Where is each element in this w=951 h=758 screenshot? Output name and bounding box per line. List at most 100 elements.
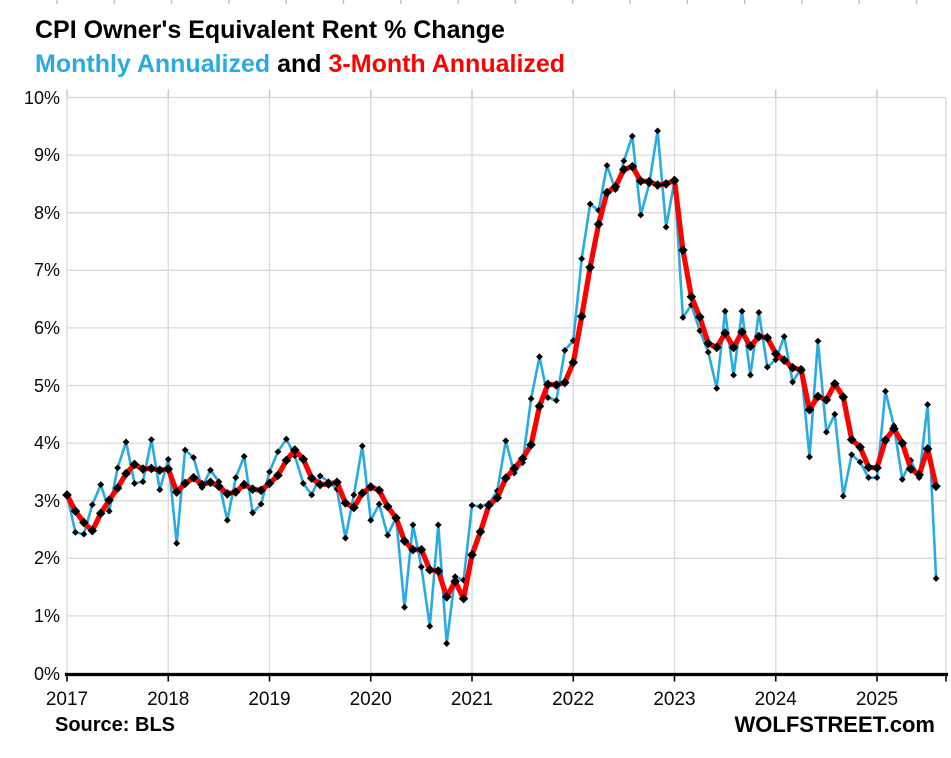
series-3-month-annualized-marker xyxy=(365,482,376,492)
series-3-month-annualized-marker xyxy=(813,391,823,402)
series-3-month-annualized-marker xyxy=(846,434,857,445)
series-3-month-annualized-marker xyxy=(787,362,798,373)
series-3-month-annualized-marker xyxy=(239,479,249,490)
series-monthly-annualized-marker xyxy=(865,474,872,482)
series-monthly-annualized-marker xyxy=(131,480,138,487)
series-monthly-annualized-marker xyxy=(586,200,594,208)
series-3-month-annualized-marker xyxy=(543,379,553,390)
series-monthly-annualized-marker xyxy=(654,127,662,135)
x-tick-label: 2024 xyxy=(754,689,797,710)
series-3-month-annualized-marker xyxy=(779,355,789,365)
wolfstreet-logo-text: WOLFSTREET.com xyxy=(734,712,935,737)
x-tick-label: 2021 xyxy=(450,689,494,710)
series-monthly-annualized-marker xyxy=(536,353,543,361)
series-monthly-annualized-marker xyxy=(578,255,586,263)
series-monthly-annualized-marker xyxy=(662,223,670,231)
series-3-month-annualized-marker xyxy=(70,506,81,516)
x-tick-label: 2019 xyxy=(248,689,291,710)
series-3-month-annualized-marker xyxy=(855,442,865,452)
y-tick-label: 2% xyxy=(33,548,60,569)
series-3-month-annualized-marker xyxy=(686,291,697,302)
series-3-month-annualized-marker xyxy=(281,455,292,466)
series-3-month-annualized-marker xyxy=(661,179,671,189)
series-3-month-annualized-marker xyxy=(264,478,275,489)
series-3-month-annualized-marker xyxy=(205,477,216,488)
series-3-month-annualized-marker xyxy=(273,470,283,481)
series-3-month-annualized-marker xyxy=(104,495,114,505)
series-3-month-annualized-marker xyxy=(695,312,705,322)
series-monthly-annualized-marker xyxy=(266,468,273,476)
series-3-month-annualized-marker xyxy=(315,479,325,490)
series-3-month-annualized-marker xyxy=(534,401,545,412)
y-tick-label: 8% xyxy=(33,202,60,223)
series-monthly-annualized-marker xyxy=(114,464,122,472)
series-monthly-annualized-marker xyxy=(755,308,763,316)
series-monthly-annualized-marker xyxy=(907,456,915,464)
series-monthly-annualized-marker xyxy=(822,428,830,436)
series-3-month-annualized-marker xyxy=(408,544,418,555)
series-3-month-annualized-marker xyxy=(804,404,815,415)
series-3-month-annualized-marker xyxy=(897,438,908,448)
y-tick-label: 4% xyxy=(33,433,60,454)
series-3-month-annualized-marker xyxy=(197,479,207,490)
series-3-month-annualized-marker xyxy=(458,593,469,604)
series-monthly-annualized-marker xyxy=(342,534,349,542)
series-3-month-annualized-marker xyxy=(754,331,764,342)
series-monthly-annualized-marker xyxy=(97,481,105,488)
series-3-month-annualized-marker xyxy=(880,435,891,446)
series-monthly-annualized-marker xyxy=(88,501,96,509)
series-3-month-annualized-marker xyxy=(391,513,401,523)
x-tick-label: 2023 xyxy=(653,689,696,710)
series-3-month-annualized-marker xyxy=(914,469,924,480)
series-monthly-annualized-marker xyxy=(544,394,552,401)
series-monthly-annualized-marker xyxy=(831,410,839,418)
series-3-month-annualized-marker xyxy=(576,311,587,322)
series-3-month-annualized-marker xyxy=(872,463,882,473)
series-3-month-annualized-marker xyxy=(796,365,806,375)
series-monthly-annualized-marker xyxy=(223,516,231,524)
series-3-month-annualized-marker xyxy=(138,464,148,474)
series-monthly-annualized-marker xyxy=(181,446,189,454)
series-monthly-annualized-marker xyxy=(527,395,535,403)
series-3-month-annualized-marker xyxy=(441,592,452,602)
series-monthly-annualized-marker xyxy=(434,521,442,529)
series-monthly-annualized-marker xyxy=(561,346,569,354)
series-3-month-annualized-marker xyxy=(475,527,486,537)
series-monthly-annualized-marker xyxy=(730,371,737,379)
series-3-month-annualized-marker xyxy=(323,479,334,489)
series-3-month-annualized-marker xyxy=(619,164,629,175)
series-3-month-annualized-marker xyxy=(188,472,199,483)
series-3-month-annualized-marker xyxy=(129,459,140,470)
series-3-month-annualized-marker xyxy=(720,328,730,338)
series-3-month-annualized-marker xyxy=(610,181,621,192)
series-3-month-annualized-marker xyxy=(593,219,604,230)
series-monthly-annualized-marker xyxy=(924,401,932,408)
series-monthly-annualized-marker xyxy=(299,480,307,487)
series-3-month-annualized-marker xyxy=(112,483,123,493)
series-monthly-annualized-marker xyxy=(839,492,847,500)
series-3-month-annualized-marker xyxy=(602,187,612,198)
series-3-month-annualized-marker xyxy=(121,468,131,479)
y-tick-label: 1% xyxy=(33,605,60,626)
series-monthly-annualized-marker xyxy=(417,563,425,571)
series-3-month-annualized-marker xyxy=(180,478,190,489)
series-monthly-annualized-marker xyxy=(249,509,257,517)
series-3-month-annualized-marker xyxy=(247,484,258,494)
series-3-month-annualized-marker xyxy=(517,453,528,464)
series-3-month-annualized-marker xyxy=(905,464,916,474)
legend-3-month-annualized: 3-Month Annualized xyxy=(328,50,566,78)
series-3-month-annualized-marker xyxy=(830,378,840,389)
y-tick-label: 7% xyxy=(33,260,60,281)
series-3-month-annualized-marker xyxy=(230,487,241,497)
series-monthly-annualized-marker xyxy=(426,622,434,630)
series-monthly-annualized-marker xyxy=(173,539,181,547)
series-3-month-annualized-marker xyxy=(467,550,477,560)
series-3-month-annualized-marker xyxy=(863,462,874,473)
series-3-month-annualized-marker xyxy=(627,161,638,172)
y-tick-label: 6% xyxy=(33,317,60,338)
series-3-month-annualized-marker xyxy=(652,180,663,190)
series-3-month-annualized-marker xyxy=(155,465,165,475)
series-3-month-annualized-marker xyxy=(332,477,342,488)
series-3-month-annualized-marker xyxy=(635,176,646,186)
